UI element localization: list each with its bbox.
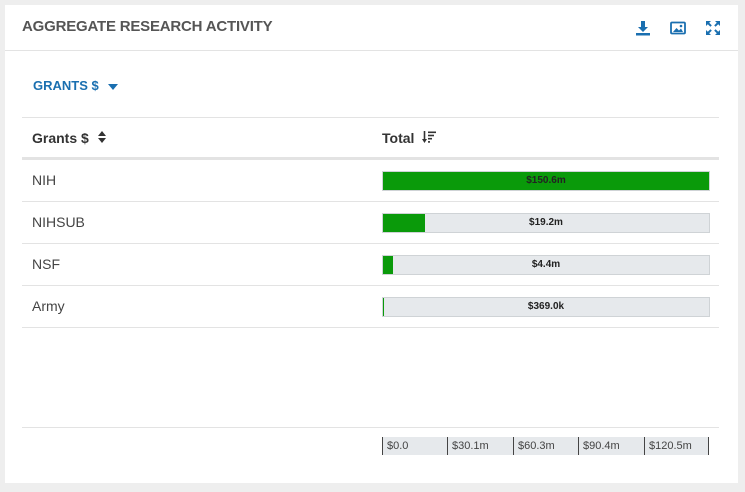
row-label: Army: [32, 298, 65, 314]
aggregate-research-panel: AGGREGATE RESEARCH ACTIVITY: [5, 5, 738, 483]
dropdown-label: GRANTS $: [33, 78, 99, 93]
axis-tick-label: $120.5m: [644, 437, 692, 455]
sort-icon: [97, 130, 107, 146]
bar-value-label: $369.0k: [527, 301, 565, 312]
table-row[interactable]: NIHSUB $19.2m: [22, 202, 719, 244]
row-label: NIHSUB: [32, 214, 85, 230]
axis-end-tick: [708, 437, 709, 455]
axis-tick-label: $30.1m: [447, 437, 489, 455]
bar-track: $369.0k: [382, 297, 710, 317]
expand-icon[interactable]: [705, 20, 721, 36]
grants-dropdown[interactable]: GRANTS $: [33, 78, 118, 93]
caret-down-icon: [107, 78, 118, 93]
column-header-grants-label: Grants $: [32, 130, 89, 146]
sort-descending-icon: [422, 130, 437, 146]
bar-track: $19.2m: [382, 213, 710, 233]
bar-track: $150.6m: [382, 171, 710, 191]
axis-divider: [22, 427, 719, 428]
table-header: Grants $ Total: [22, 117, 719, 160]
bar-fill: [383, 256, 393, 274]
bar-fill: [383, 298, 384, 316]
column-header-total[interactable]: Total: [382, 130, 437, 146]
bar-track: $4.4m: [382, 255, 710, 275]
column-header-total-label: Total: [382, 130, 415, 146]
bar-fill: [383, 214, 425, 232]
table-row[interactable]: NSF $4.4m: [22, 244, 719, 286]
bar-value-label: $19.2m: [529, 217, 563, 228]
axis-tick-label: $60.3m: [513, 437, 555, 455]
bar-value-label: $150.6m: [526, 175, 566, 186]
row-label: NSF: [32, 256, 60, 272]
axis-tick-label: $90.4m: [578, 437, 620, 455]
row-label: NIH: [32, 172, 57, 188]
axis-tick-label: $0.0: [382, 437, 408, 455]
image-icon[interactable]: [670, 20, 686, 36]
bar-fill: [383, 172, 709, 190]
download-icon[interactable]: [635, 20, 651, 36]
value-axis: $0.0 $30.1m $60.3m $90.4m $120.5m: [382, 437, 709, 455]
table-row[interactable]: Army $369.0k: [22, 286, 719, 328]
column-header-grants[interactable]: Grants $: [32, 130, 107, 146]
table-row[interactable]: NIH $150.6m: [22, 160, 719, 202]
bar-value-label: $4.4m: [531, 259, 561, 270]
panel-title: AGGREGATE RESEARCH ACTIVITY: [22, 18, 273, 35]
panel-header: AGGREGATE RESEARCH ACTIVITY: [5, 5, 738, 51]
